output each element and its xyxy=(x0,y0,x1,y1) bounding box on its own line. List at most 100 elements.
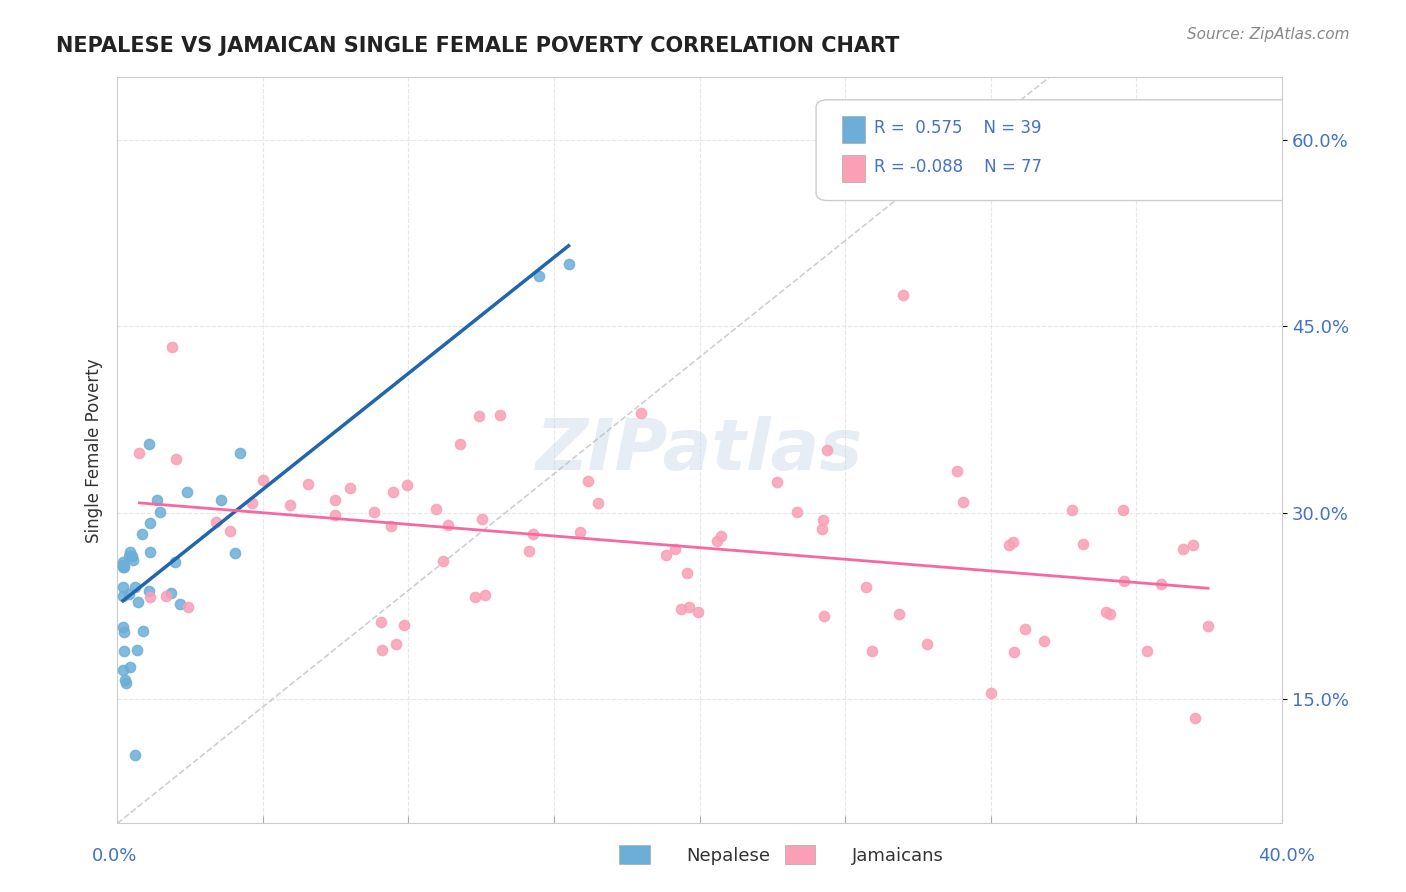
Point xyxy=(111,663,134,677)
Point xyxy=(1150,576,1173,591)
Point xyxy=(382,484,405,499)
Text: NEPALESE VS JAMAICAN SINGLE FEMALE POVERTY CORRELATION CHART: NEPALESE VS JAMAICAN SINGLE FEMALE POVER… xyxy=(56,36,900,55)
Point xyxy=(121,549,143,563)
Point xyxy=(149,505,172,519)
Point xyxy=(114,676,136,690)
Point xyxy=(252,473,274,487)
Point xyxy=(766,475,789,489)
Text: ZIPatlas: ZIPatlas xyxy=(536,416,863,485)
Y-axis label: Single Female Poverty: Single Female Poverty xyxy=(86,359,103,542)
Point xyxy=(980,686,1002,700)
Point xyxy=(160,340,183,354)
Point xyxy=(112,625,135,640)
Point xyxy=(165,452,187,467)
Point xyxy=(118,587,141,601)
Point xyxy=(529,269,551,284)
Point xyxy=(139,545,162,559)
Point xyxy=(118,660,141,674)
Point xyxy=(111,560,134,574)
Point xyxy=(228,446,250,460)
Point xyxy=(278,498,301,512)
Point xyxy=(860,644,883,658)
FancyBboxPatch shape xyxy=(842,116,865,143)
Point xyxy=(915,637,938,651)
Point xyxy=(630,406,652,420)
FancyBboxPatch shape xyxy=(815,100,1305,201)
Point xyxy=(122,552,145,566)
Point xyxy=(380,519,402,533)
Point xyxy=(489,408,512,422)
Point xyxy=(112,643,135,657)
Point xyxy=(1171,541,1194,556)
Text: Nepalese: Nepalese xyxy=(686,847,770,865)
Point xyxy=(1112,574,1135,588)
Point xyxy=(1032,634,1054,648)
Point xyxy=(325,508,347,522)
Point xyxy=(370,643,392,657)
Point xyxy=(1002,645,1025,659)
Point xyxy=(586,496,609,510)
Point xyxy=(224,546,246,560)
Point xyxy=(128,446,150,460)
Text: 0.0%: 0.0% xyxy=(91,847,136,865)
Point xyxy=(112,580,135,594)
FancyBboxPatch shape xyxy=(619,845,650,864)
Point xyxy=(138,436,160,450)
Point xyxy=(568,524,591,539)
Point xyxy=(1002,534,1025,549)
Text: Jamaicans: Jamaicans xyxy=(852,847,943,865)
Point xyxy=(557,257,579,271)
Point xyxy=(813,608,835,623)
Point xyxy=(240,496,263,510)
Point xyxy=(1099,607,1122,621)
Point xyxy=(688,605,710,619)
Point xyxy=(111,589,134,603)
Point xyxy=(219,524,242,538)
Point xyxy=(127,595,149,609)
Point xyxy=(468,409,491,423)
Point xyxy=(118,545,141,559)
Point xyxy=(706,534,728,549)
Point xyxy=(655,548,678,562)
Point xyxy=(676,566,699,580)
Point xyxy=(111,556,134,570)
Point xyxy=(474,588,496,602)
Point xyxy=(1136,644,1159,658)
Point xyxy=(325,493,347,508)
Point xyxy=(114,673,136,687)
Point xyxy=(669,602,692,616)
Point xyxy=(111,620,134,634)
Point xyxy=(517,543,540,558)
FancyBboxPatch shape xyxy=(785,845,815,864)
Point xyxy=(395,477,418,491)
Point xyxy=(131,526,153,541)
Point xyxy=(678,599,700,614)
Point xyxy=(169,597,191,611)
Point xyxy=(664,542,686,557)
Point xyxy=(177,599,200,614)
Point xyxy=(204,515,226,529)
Point xyxy=(1184,711,1206,725)
Point xyxy=(952,494,974,508)
Point xyxy=(471,512,494,526)
FancyBboxPatch shape xyxy=(842,155,865,182)
Point xyxy=(425,502,447,516)
Point xyxy=(855,581,877,595)
Point xyxy=(118,549,141,564)
Point xyxy=(576,475,599,489)
Point xyxy=(370,615,392,629)
Point xyxy=(893,288,915,302)
Point xyxy=(111,558,134,573)
Point xyxy=(946,464,969,478)
Point xyxy=(132,624,155,639)
Point xyxy=(449,436,471,450)
Point xyxy=(813,513,835,527)
Point xyxy=(1073,537,1095,551)
Point xyxy=(339,481,361,495)
Point xyxy=(124,580,146,594)
Text: 40.0%: 40.0% xyxy=(1258,847,1315,865)
Point xyxy=(146,492,169,507)
Point xyxy=(139,590,162,604)
Point xyxy=(710,529,733,543)
Point xyxy=(209,492,232,507)
